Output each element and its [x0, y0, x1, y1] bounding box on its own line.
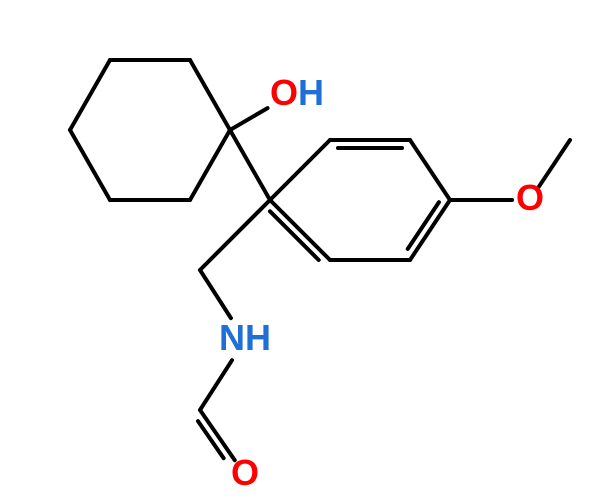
atom-label-o1: OH	[270, 72, 324, 113]
bond	[200, 360, 232, 410]
bond	[270, 211, 319, 260]
bond	[70, 130, 110, 200]
bond	[70, 60, 110, 130]
molecule-diagram: OH NH O O	[0, 0, 600, 501]
molecule-svg: OH NH O O	[0, 0, 600, 501]
atom-label-n1: NH	[219, 317, 271, 358]
bond	[190, 130, 230, 200]
bond	[190, 60, 230, 130]
bond	[270, 140, 330, 200]
bond	[230, 130, 270, 200]
bond	[270, 200, 330, 260]
bond	[200, 200, 270, 270]
atom-label-o3: O	[516, 177, 544, 218]
bond	[410, 200, 450, 260]
bond	[200, 410, 235, 460]
atom-label-o2: O	[231, 452, 259, 493]
bond	[200, 270, 231, 318]
bonds-group	[70, 60, 570, 460]
bond	[410, 140, 450, 200]
atom-labels-group: OH NH O O	[219, 72, 544, 493]
bond	[230, 108, 268, 130]
